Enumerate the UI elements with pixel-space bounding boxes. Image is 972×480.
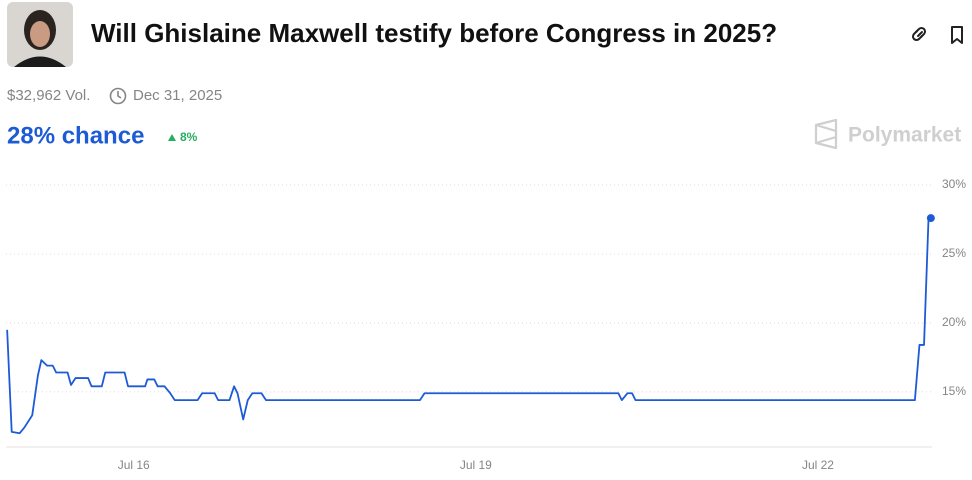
clock-icon <box>109 87 127 105</box>
y-tick-label: 30% <box>942 177 966 191</box>
x-tick-label: Jul 22 <box>802 458 834 472</box>
brand-logo <box>814 118 838 150</box>
y-tick-label: 25% <box>942 246 966 260</box>
y-tick-label: 15% <box>942 384 966 398</box>
brand: Polymarket <box>848 124 961 147</box>
x-tick-label: Jul 16 <box>118 458 150 472</box>
chance: 28% chance <box>7 122 144 149</box>
market-title: Will Ghislaine Maxwell testify before Co… <box>91 18 777 48</box>
x-tick-label: Jul 19 <box>460 458 492 472</box>
y-tick-label: 20% <box>942 315 966 329</box>
price-line <box>6 215 932 435</box>
last-point <box>926 214 935 223</box>
volume: $32,962 Vol. <box>7 87 90 104</box>
link-icon[interactable] <box>911 26 927 42</box>
bookmark-icon[interactable] <box>951 26 963 44</box>
avatar <box>7 2 73 67</box>
change-arrow <box>168 134 176 141</box>
end-date: Dec 31, 2025 <box>133 87 222 104</box>
change: 8% <box>180 130 198 144</box>
